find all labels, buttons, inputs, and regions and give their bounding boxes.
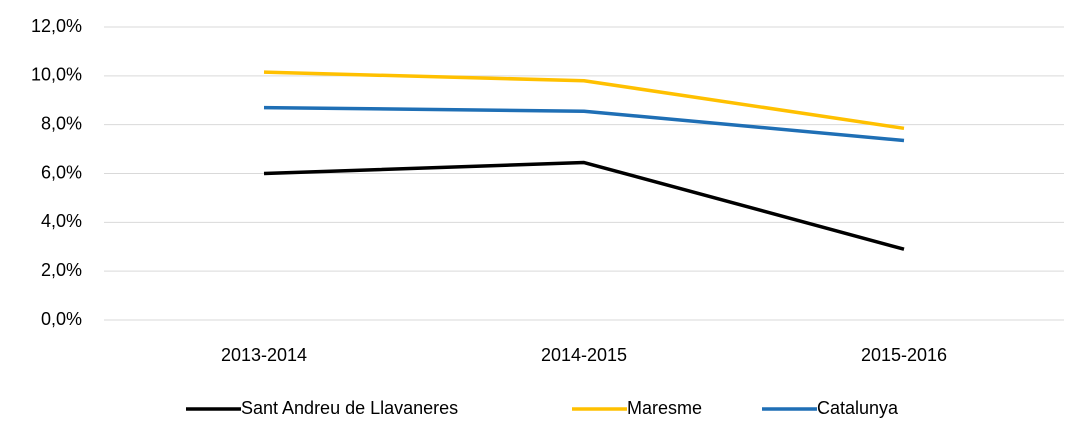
y-tick-label: 0,0% (41, 309, 82, 329)
x-tick-label: 2014-2015 (541, 345, 627, 365)
series-line (263, 105, 905, 143)
y-tick-label: 6,0% (41, 162, 82, 182)
legend-label: Sant Andreu de Llavaneres (241, 398, 458, 418)
y-tick-label: 2,0% (41, 260, 82, 280)
y-tick-label: 10,0% (31, 65, 82, 85)
series-line (263, 160, 905, 251)
y-tick-label: 4,0% (41, 211, 82, 231)
x-tick-label: 2015-2016 (861, 345, 947, 365)
x-tick-label: 2013-2014 (221, 345, 307, 365)
series-line (263, 70, 905, 131)
legend-label: Catalunya (817, 398, 899, 418)
y-tick-label: 8,0% (41, 113, 82, 133)
legend-label: Maresme (627, 398, 702, 418)
y-tick-label: 12,0% (31, 16, 82, 36)
